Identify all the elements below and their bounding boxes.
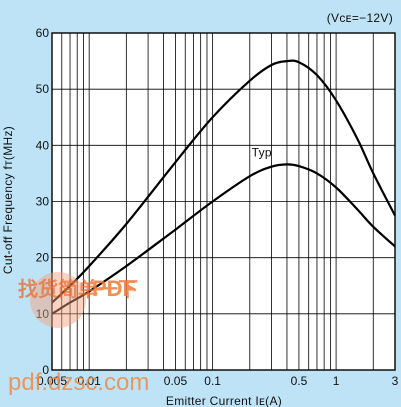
y-tick-label: 50 bbox=[36, 82, 50, 96]
typ-annotation: Typ bbox=[252, 145, 272, 159]
x-axis-label: Emitter Current Iᴇ(A) bbox=[166, 394, 282, 407]
y-tick-label: 0 bbox=[42, 363, 49, 377]
series-line-2 bbox=[51, 163, 396, 315]
series-line-1 bbox=[51, 59, 396, 304]
chart-curves bbox=[51, 59, 396, 315]
watermark-cn: 找货简单一下 bbox=[18, 277, 138, 301]
x-tick-labels: 0.005 0.01 0.05 0.1 0.5 1 3 bbox=[37, 374, 399, 388]
x-tick-label: 0.05 bbox=[164, 374, 188, 388]
y-tick-label: 20 bbox=[36, 251, 50, 265]
x-tick-label: 0.005 bbox=[37, 374, 67, 388]
y-tick-label: 30 bbox=[36, 195, 50, 209]
y-tick-labels: 0 10 20 30 40 50 60 bbox=[36, 26, 50, 377]
y-tick-label: 40 bbox=[36, 138, 50, 152]
watermark-url: pdf.dzsc.com bbox=[8, 369, 149, 396]
watermark-pdf: PDF bbox=[92, 276, 136, 301]
x-tick-label: 3 bbox=[392, 374, 399, 388]
watermark: 找货简单一下 PDF pdf.dzsc.com bbox=[8, 272, 149, 396]
chart-grid bbox=[51, 32, 396, 371]
x-tick-label: 1 bbox=[333, 374, 340, 388]
x-tick-label: 0.1 bbox=[204, 374, 221, 388]
x-tick-label: 0.5 bbox=[291, 374, 308, 388]
watermark-logo-icon bbox=[30, 272, 86, 328]
condition-label: (Vᴄᴇ=−12V) bbox=[327, 11, 393, 25]
x-tick-label: 0.01 bbox=[77, 374, 101, 388]
y-tick-label: 60 bbox=[36, 26, 50, 40]
y-tick-label: 10 bbox=[36, 307, 50, 321]
y-axis-label: Cut-off Frequency fᴛ(MHz) bbox=[1, 126, 15, 274]
